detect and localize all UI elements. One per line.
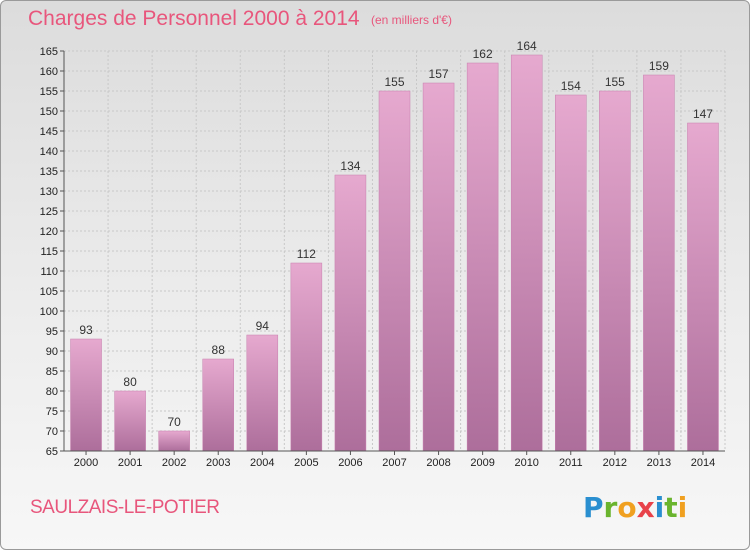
data-label: 88 (212, 343, 226, 357)
y-tick-label: 100 (40, 306, 58, 318)
y-tick-label: 165 (40, 46, 58, 58)
data-label: 162 (473, 47, 493, 61)
commune-name: SAULZAIS-LE-POTIER (30, 497, 220, 518)
data-label: 147 (693, 107, 713, 121)
y-tick-label: 105 (40, 286, 58, 298)
bar (70, 338, 102, 452)
bar (422, 82, 455, 452)
x-tick-label: 2009 (470, 457, 494, 469)
bar (202, 358, 234, 452)
y-tick-label: 75 (46, 406, 58, 418)
x-tick-label: 2014 (691, 457, 715, 469)
bar (510, 54, 543, 452)
x-tick-label: 2003 (206, 457, 230, 469)
data-label: 80 (123, 375, 137, 389)
y-tick-label: 85 (46, 366, 58, 378)
proxiti-logo: Proxiti (583, 491, 687, 524)
bar (290, 262, 323, 452)
bar (466, 62, 499, 452)
x-tick-label: 2007 (382, 457, 406, 469)
bar (687, 122, 719, 452)
logo-letter: t (664, 491, 678, 524)
x-tick-label: 2002 (162, 457, 186, 469)
bar (114, 390, 146, 452)
data-label: 112 (297, 247, 316, 261)
bar (158, 430, 190, 452)
bar (334, 174, 367, 452)
y-tick-label: 155 (40, 86, 58, 98)
logo-letter: P (583, 491, 604, 524)
data-label: 164 (517, 39, 537, 53)
data-label: 155 (605, 75, 625, 89)
y-tick-label: 65 (46, 446, 58, 458)
x-tick-label: 2011 (559, 457, 583, 469)
y-tick-label: 125 (40, 206, 58, 218)
x-tick-label: 2006 (338, 457, 362, 469)
bar (246, 334, 279, 452)
chart-subtitle: (en milliers d'€) (371, 13, 452, 27)
x-tick-label: 2005 (294, 457, 318, 469)
x-tick-label: 2008 (426, 457, 450, 469)
data-label: 94 (256, 319, 270, 333)
axes (60, 50, 725, 455)
x-tick-label: 2001 (118, 457, 142, 469)
y-tick-label: 90 (46, 346, 58, 358)
data-label: 155 (384, 75, 404, 89)
logo-letter: o (617, 491, 637, 524)
y-tick-label: 110 (40, 266, 58, 278)
gridlines (63, 50, 726, 452)
x-tick-label: 2013 (647, 457, 671, 469)
y-tick-label: 160 (40, 66, 58, 78)
data-label: 93 (79, 323, 93, 337)
y-tick-label: 120 (40, 226, 58, 238)
data-label: 159 (649, 59, 669, 73)
data-label: 157 (429, 67, 449, 81)
y-tick-label: 135 (40, 166, 58, 178)
x-tick-label: 2004 (250, 457, 274, 469)
bar (599, 90, 631, 452)
y-tick-label: 70 (46, 426, 58, 438)
bar (643, 74, 675, 452)
y-tick-label: 130 (40, 186, 58, 198)
bar-chart: 65 70 75 80 85 90 95 100 105 110 115 120 125 130 135 14… (40, 39, 726, 469)
y-tick-label: 145 (40, 126, 58, 138)
logo-letter: r (603, 491, 618, 524)
logo-letter: i (654, 491, 665, 524)
bar (378, 90, 411, 452)
bar (555, 94, 587, 452)
chart-title: Charges de Personnel 2000 à 2014 (28, 7, 360, 30)
y-tick-label: 80 (46, 386, 58, 398)
data-label: 134 (340, 159, 360, 173)
y-tick-label: 115 (40, 246, 58, 258)
logo-letter: x (636, 491, 655, 524)
logo-letter: i (677, 491, 688, 524)
data-label: 70 (167, 415, 181, 429)
y-tick-label: 95 (46, 326, 58, 338)
y-tick-label: 150 (40, 106, 58, 118)
data-label: 154 (561, 79, 581, 93)
x-tick-label: 2010 (514, 457, 538, 469)
y-tick-label: 140 (40, 146, 58, 158)
x-tick-label: 2000 (74, 457, 98, 469)
x-tick-label: 2012 (603, 457, 627, 469)
labels: 65 70 75 80 85 90 95 100 105 110 115 120 125 130 135 14… (40, 39, 716, 469)
bars (70, 54, 719, 452)
